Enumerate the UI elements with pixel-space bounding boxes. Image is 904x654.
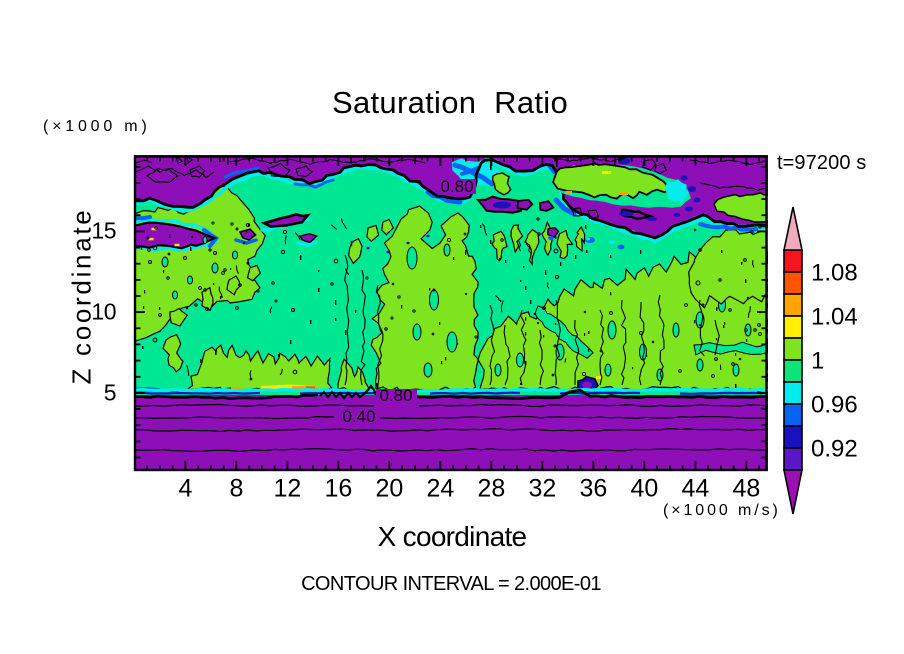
svg-text:0.96: 0.96 bbox=[811, 391, 858, 418]
svg-text:0.80: 0.80 bbox=[379, 386, 412, 405]
svg-text:0.80: 0.80 bbox=[440, 177, 473, 196]
svg-text:1.04: 1.04 bbox=[811, 303, 858, 330]
svg-text:1.08: 1.08 bbox=[811, 259, 858, 286]
svg-text:0.92: 0.92 bbox=[811, 435, 858, 462]
svg-text:1: 1 bbox=[811, 347, 824, 374]
svg-text:0.40: 0.40 bbox=[342, 407, 375, 426]
